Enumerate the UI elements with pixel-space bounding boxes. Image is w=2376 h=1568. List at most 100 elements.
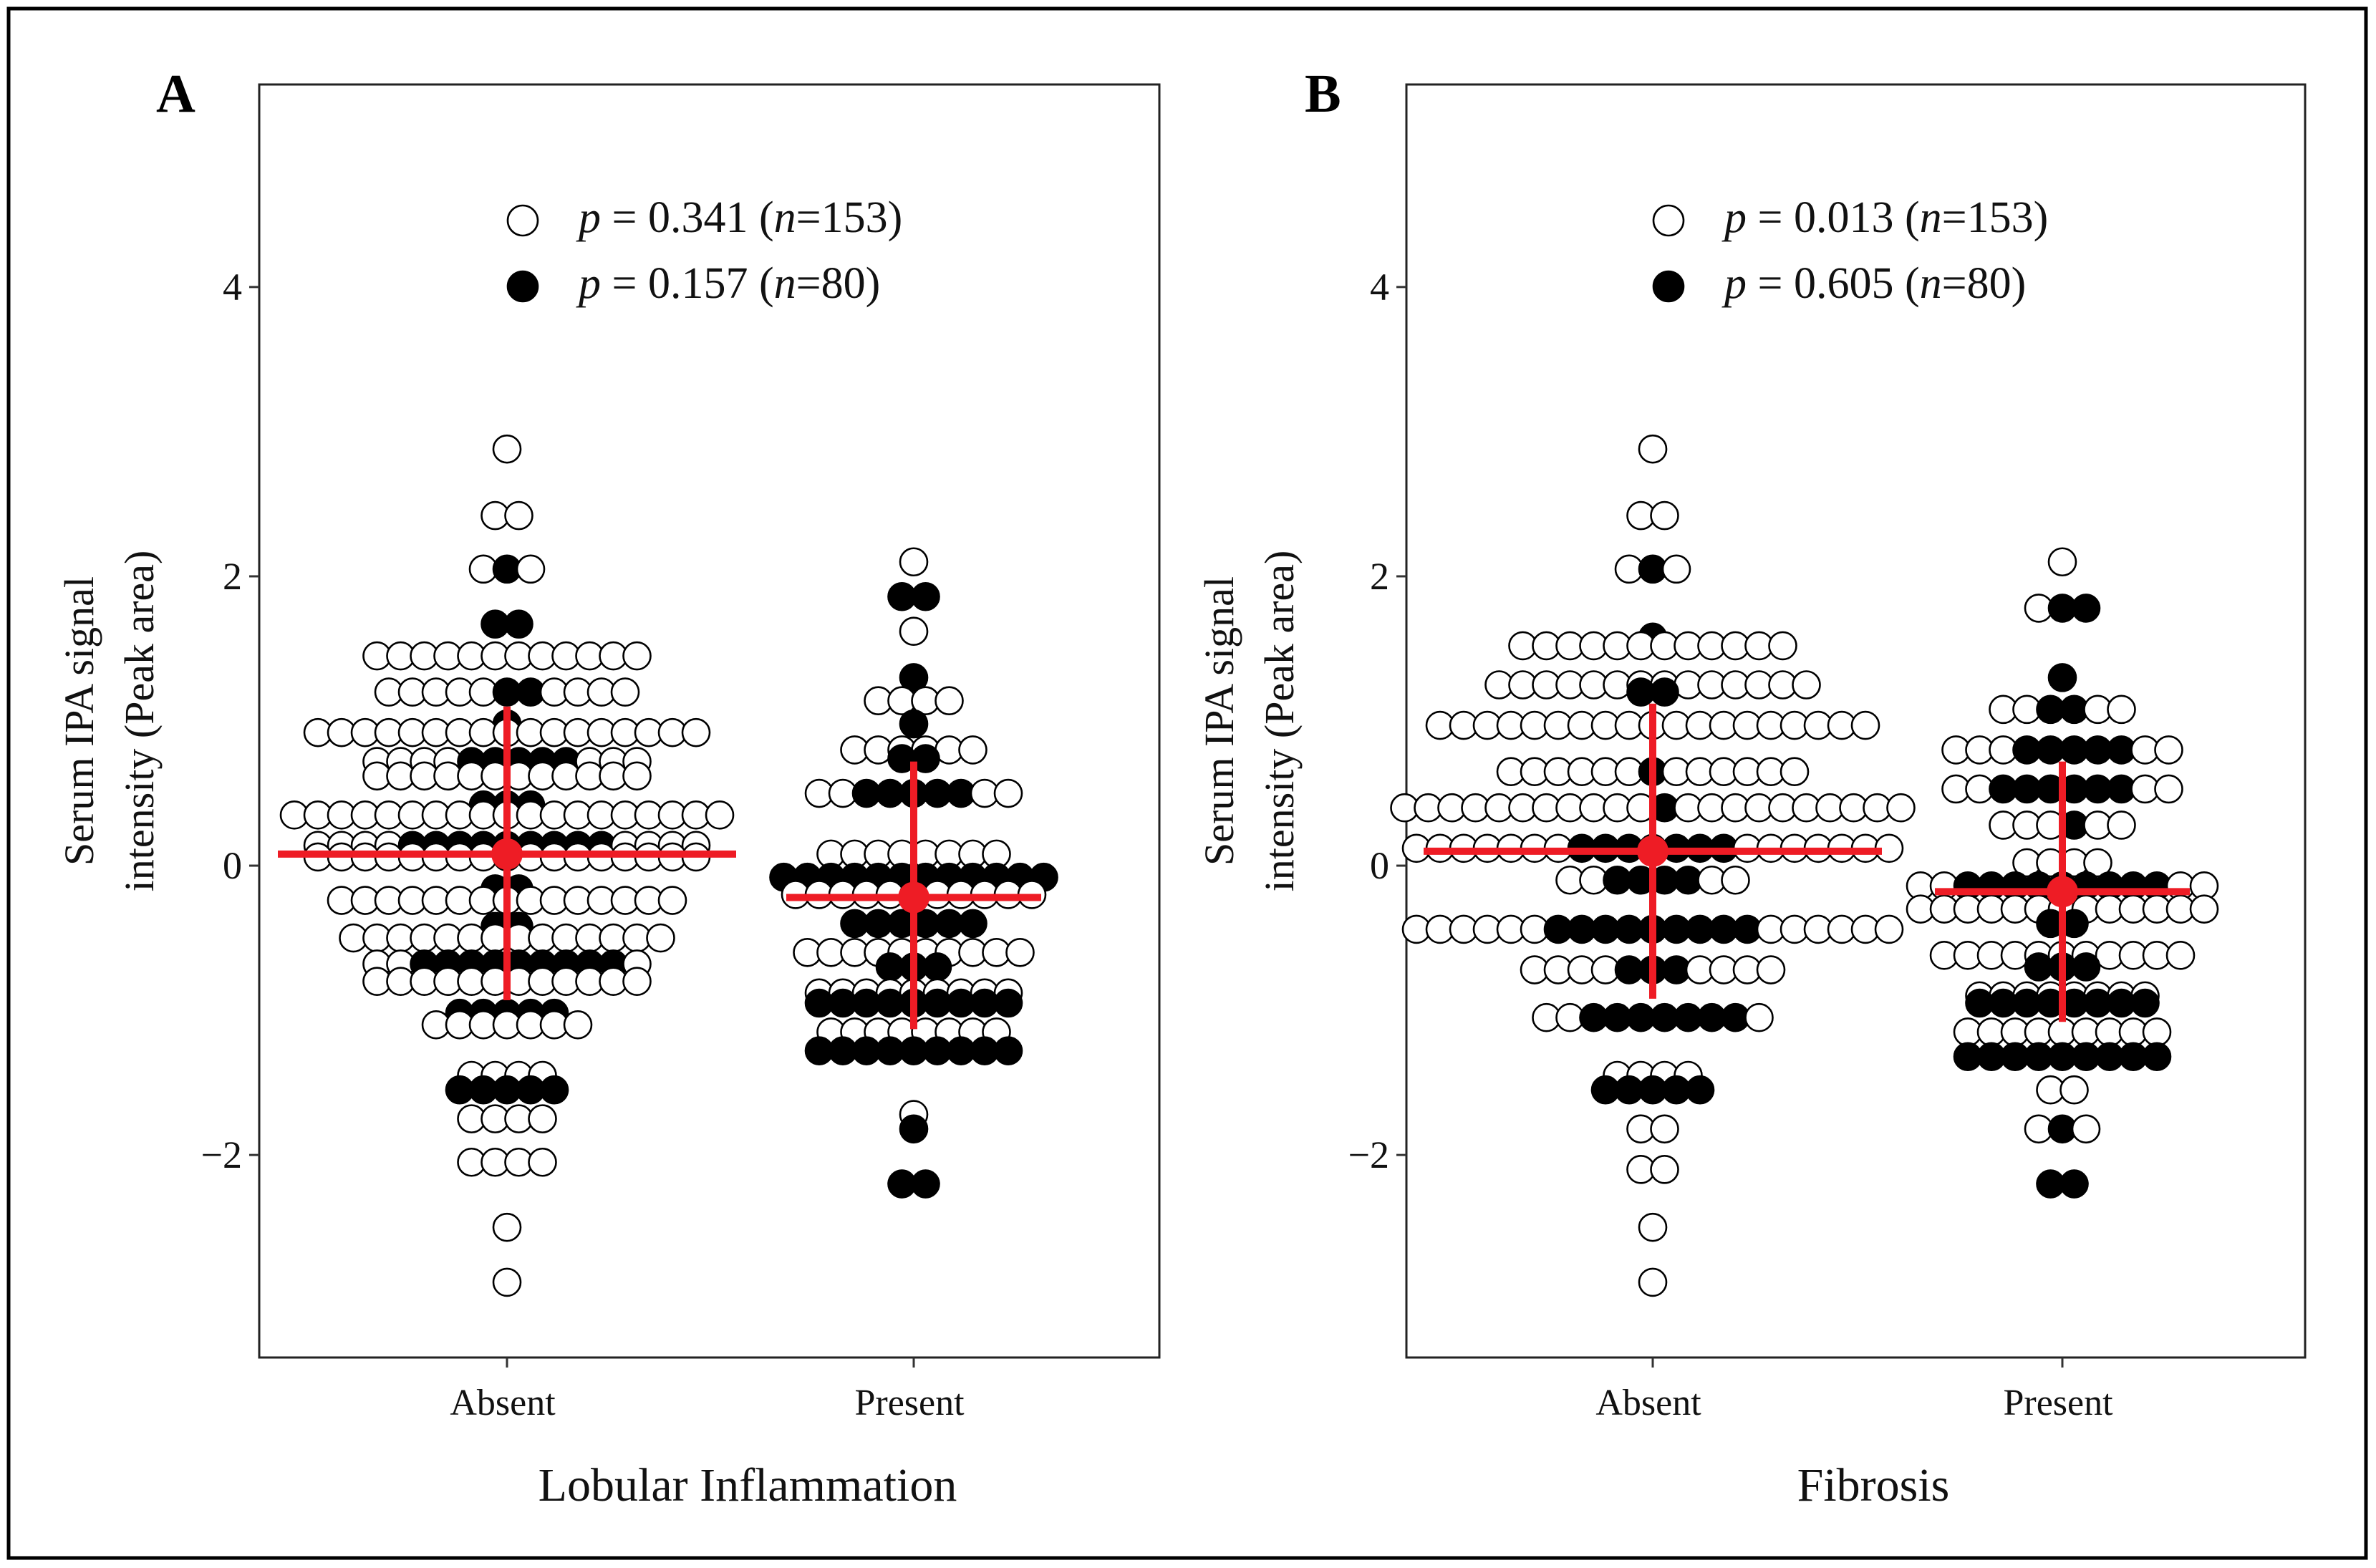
data-point-open — [2189, 894, 2219, 924]
legend-p-symbol: p — [576, 259, 601, 308]
data-point-open — [610, 677, 640, 707]
legend-n-value: =80) — [1942, 259, 2027, 308]
data-point-open — [2047, 547, 2077, 577]
data-point-open — [1721, 865, 1750, 895]
data-point-open — [528, 1104, 557, 1133]
data-point-filled — [899, 709, 929, 739]
data-point-filled — [2059, 1169, 2089, 1199]
data-point-open — [1638, 434, 1668, 464]
data-point-open — [563, 1010, 593, 1040]
y-tick-label: 2 — [1370, 555, 1389, 598]
data-point-open — [1638, 1212, 1668, 1242]
mean-sd-markers — [1424, 703, 2190, 1022]
data-point-open — [492, 1267, 522, 1297]
x-tick-label: Absent — [450, 1383, 556, 1423]
data-point-filled — [993, 1036, 1023, 1065]
data-point-open — [1874, 914, 1904, 944]
data-point-filled — [993, 988, 1023, 1018]
y-axis-ticks: −2 0 2 4 — [201, 266, 259, 1176]
x-axis-label: Fibrosis — [1797, 1459, 1950, 1511]
y-axis-label-line2: intensity (Peak area) — [1256, 551, 1303, 892]
data-point-open — [622, 641, 652, 671]
x-tick-label: Present — [2003, 1383, 2113, 1423]
data-point-open — [2071, 1114, 2101, 1144]
data-point-open — [1650, 1114, 1679, 1144]
data-point-filled — [922, 952, 952, 982]
data-point-filled — [539, 1075, 569, 1105]
legend-n-symbol: n — [1920, 193, 1942, 242]
data-point-open — [646, 923, 675, 953]
data-point-open — [2154, 735, 2183, 765]
data-point-filled — [2047, 663, 2077, 692]
data-point-open — [1792, 670, 1821, 700]
legend-label: p = 0.341 (n=153) — [576, 193, 902, 242]
data-point-open — [2154, 774, 2183, 804]
mean-sd-markers — [278, 706, 1041, 1030]
data-point-filled — [911, 1169, 940, 1199]
panel-letter: B — [1305, 64, 1341, 124]
data-point-open — [2083, 848, 2112, 878]
legend-label: p = 0.157 (n=80) — [576, 259, 880, 308]
data-point-filled — [1650, 677, 1679, 707]
legend-n-symbol: n — [774, 193, 796, 242]
data-point-filled — [899, 663, 929, 692]
data-point-open — [1638, 1267, 1668, 1297]
data-point-open — [516, 554, 546, 584]
legend-label: p = 0.605 (n=80) — [1721, 259, 2026, 308]
data-point-open — [935, 686, 964, 716]
legend-p-value: = 0.341 ( — [601, 193, 774, 242]
data-point-filled — [2071, 594, 2101, 623]
data-point-open — [1661, 554, 1691, 584]
legend-marker-open — [1652, 204, 1685, 237]
data-point-filled — [911, 581, 940, 611]
data-point-filled — [2071, 952, 2101, 982]
data-points — [1390, 434, 2219, 1297]
mean-marker — [1637, 835, 1668, 867]
data-point-filled — [2142, 1042, 2172, 1072]
legend-n-value: =153) — [1942, 193, 2049, 242]
data-point-open — [2107, 810, 2136, 840]
legend-marker-filled — [506, 270, 539, 303]
y-tick-label: 0 — [223, 844, 242, 887]
legend: p = 0.341 (n=153)p = 0.157 (n=80) — [506, 193, 902, 308]
y-tick-label: 4 — [223, 266, 242, 309]
data-point-open — [1744, 1002, 1774, 1032]
plot-area — [258, 83, 1161, 1359]
x-axis-label: Lobular Inflammation — [539, 1459, 957, 1511]
data-point-open — [1650, 500, 1679, 531]
data-point-open — [622, 761, 652, 791]
y-tick-label: 4 — [1370, 266, 1389, 309]
legend-p-value: = 0.013 ( — [1747, 193, 1920, 242]
legend-n-value: =80) — [796, 259, 881, 308]
data-point-open — [1886, 793, 1916, 823]
data-point-open — [899, 547, 929, 577]
mean-marker — [2047, 876, 2078, 908]
figure-frame — [6, 6, 2368, 1560]
legend-label: p = 0.013 (n=153) — [1721, 193, 2048, 242]
legend-n-symbol: n — [774, 259, 796, 308]
data-point-filled — [958, 909, 987, 939]
data-point-open — [1650, 1155, 1679, 1184]
x-axis-ticks: Absent Present — [1595, 1358, 2113, 1423]
data-point-open — [899, 616, 929, 647]
legend-p-symbol: p — [1721, 259, 1747, 308]
y-axis-ticks: −2 0 2 4 — [1348, 266, 1406, 1176]
y-axis-label-line2: intensity (Peak area) — [116, 551, 163, 892]
data-point-open — [2059, 1075, 2089, 1105]
legend-p-value: = 0.157 ( — [601, 259, 774, 308]
data-point-open — [993, 778, 1023, 808]
data-point-filled — [911, 744, 940, 773]
data-point-open — [622, 967, 652, 996]
data-point-open — [1768, 631, 1797, 661]
data-point-open — [681, 717, 711, 747]
mean-marker — [898, 881, 929, 914]
y-tick-label: −2 — [201, 1133, 242, 1176]
data-point-open — [492, 1212, 522, 1242]
data-point-open — [1005, 937, 1035, 967]
x-axis-ticks: Absent Present — [450, 1358, 965, 1423]
legend-p-symbol: p — [576, 193, 601, 242]
data-point-filled — [899, 1114, 929, 1144]
x-tick-label: Present — [854, 1383, 965, 1423]
